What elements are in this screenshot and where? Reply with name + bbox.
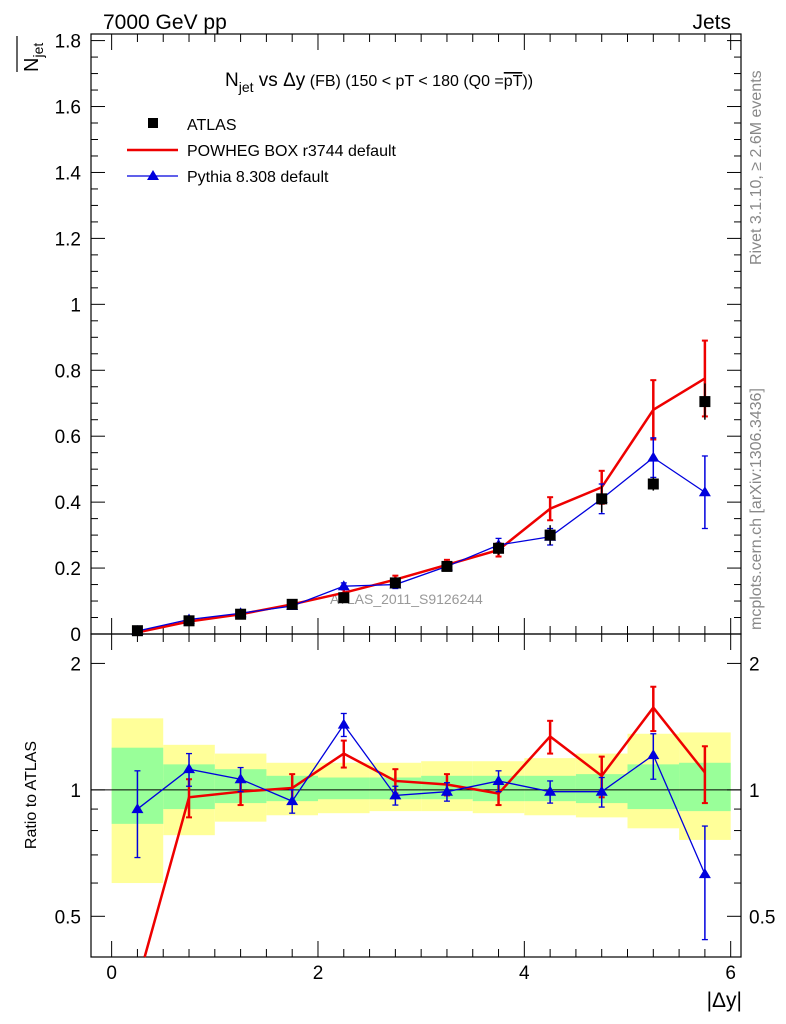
ratio-ytick-label-left: 2 xyxy=(70,654,81,675)
main-ytick-label: 1.6 xyxy=(55,98,81,119)
atlas-point xyxy=(441,560,453,572)
legend-pythia-label: Pythia 8.308 default xyxy=(187,169,329,186)
atlas-point xyxy=(389,577,401,589)
atlas-point xyxy=(544,529,556,541)
title-n: N xyxy=(225,70,239,91)
ratio-bands xyxy=(111,718,731,884)
pythia-point xyxy=(337,580,350,591)
pythia-point xyxy=(647,451,660,462)
atlas-point xyxy=(235,608,247,620)
ratio-ylabel: Ratio to ATLAS xyxy=(23,741,40,849)
ratio-frame-rect xyxy=(90,633,742,958)
ratio-pythia-point xyxy=(492,774,505,785)
ratio-xtick-label: 2 xyxy=(313,963,324,984)
main-data-layer xyxy=(131,339,711,637)
ratio-band-inner xyxy=(317,777,370,800)
ratio-ytick-label-left: 1 xyxy=(70,781,81,802)
title-pt-bar: pT xyxy=(504,73,523,90)
header-right: Jets xyxy=(692,11,731,34)
ratio-pythia-point xyxy=(234,773,247,784)
title-close: )) xyxy=(522,73,533,90)
plot-title: Njet vs Δy (FB) (150 < pT < 180 (Q0 =pT)… xyxy=(225,70,533,95)
atlas-point xyxy=(596,493,608,505)
atlas-point xyxy=(493,542,505,554)
legend-atlas-label: ATLAS xyxy=(187,117,237,134)
ratio-pythia-point xyxy=(595,785,608,796)
main-ytick-label: 0.6 xyxy=(55,427,81,448)
pythia-point xyxy=(698,486,711,497)
ratio-xtick-label: 0 xyxy=(106,963,117,984)
atlas-point xyxy=(286,598,298,610)
ratio-ytick-label-right: 0.5 xyxy=(749,907,775,928)
main-ytick-label: 0 xyxy=(70,625,81,646)
title-delta: Δ xyxy=(283,70,296,91)
ratio-pythia-point xyxy=(131,803,144,814)
legend-pythia-marker xyxy=(147,170,159,180)
ratio-pythia-point xyxy=(183,763,196,774)
ylabel-sub: jet xyxy=(30,43,46,59)
ratio-pythia-point xyxy=(698,868,711,879)
main-ytick-label: 0.8 xyxy=(55,361,81,382)
watermark: ATLAS_2011_S9126244 xyxy=(330,591,483,607)
ratio-pythia-point xyxy=(337,718,350,729)
powheg-line xyxy=(137,377,706,634)
atlas-point xyxy=(338,592,350,604)
main-ytick-label: 0.2 xyxy=(55,559,81,580)
main-ytick-label: 0.4 xyxy=(55,493,82,514)
ratio-pythia-point xyxy=(286,795,299,806)
ratio-pythia-line xyxy=(137,723,706,875)
ratio-xlabel: |Δy| xyxy=(707,989,742,1012)
ratio-pythia-point xyxy=(440,785,453,796)
main-ytick-label: 1.2 xyxy=(55,229,81,250)
main-ytick-label: 1.8 xyxy=(55,32,81,53)
legend-atlas-marker xyxy=(148,118,158,128)
svg-text:Njet: Njet xyxy=(21,43,46,72)
ratio-ytick-label-left: 0.5 xyxy=(55,907,81,928)
ylabel-n: N xyxy=(21,58,43,72)
title-range: (150 < pT < 180 (Q0 = xyxy=(345,73,503,90)
title-jet-sub: jet xyxy=(238,79,254,95)
main-ylabel: Njet xyxy=(16,36,46,72)
legend-powheg-label: POWHEG BOX r3744 default xyxy=(187,143,397,160)
mcplots-label: mcplots.cern.ch [arXiv:1306.3436] xyxy=(748,388,765,630)
ratio-powheg-line xyxy=(143,705,706,958)
atlas-point xyxy=(647,478,659,490)
ratio-pythia-point xyxy=(544,785,557,796)
ratio-xtick-label: 6 xyxy=(725,963,736,984)
ratio-pythia-point xyxy=(389,789,402,800)
main-ytick-label: 1 xyxy=(70,295,81,316)
header-left: 7000 GeV pp xyxy=(103,11,227,34)
title-y: y xyxy=(296,70,306,91)
ratio-pythia-point xyxy=(647,749,660,760)
ratio-xtick-label: 4 xyxy=(519,963,530,984)
ratio-ytick-label-right: 1 xyxy=(749,781,760,802)
atlas-point xyxy=(183,615,195,627)
title-fb: (FB) xyxy=(305,73,345,90)
rivet-label: Rivet 3.1.10, ≥ 2.6M events xyxy=(748,70,765,265)
ratio-plot-frame: 0.5 0.5 1 1 2 2 0 2 4 6 xyxy=(55,633,775,984)
ratio-ytick-label-right: 2 xyxy=(749,654,760,675)
ratio-data-layer xyxy=(131,685,711,958)
atlas-point xyxy=(131,625,143,637)
legend: ATLAS POWHEG BOX r3744 default Pythia 8.… xyxy=(127,117,397,186)
main-ytick-label: 1.4 xyxy=(55,163,82,184)
title-vs: vs xyxy=(254,70,284,91)
pythia-line xyxy=(137,456,706,632)
atlas-point xyxy=(699,396,711,408)
